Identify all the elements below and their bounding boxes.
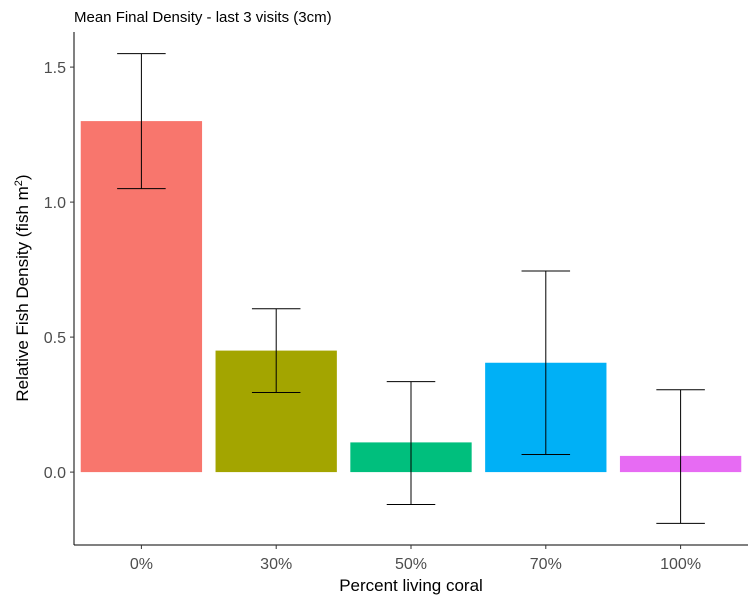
- x-axis-title: Percent living coral: [339, 576, 483, 595]
- x-axis-ticks: 0% 30% 50% 70% 100%: [130, 545, 701, 573]
- y-axis-title-superscript: 2: [13, 180, 25, 186]
- chart-title: Mean Final Density - last 3 visits (3cm): [74, 9, 332, 26]
- error-bar-1: [117, 53, 166, 190]
- y-tick-label: 1.5: [44, 60, 66, 77]
- error-bar-3: [386, 381, 436, 505]
- y-tick-label: 0.5: [44, 330, 66, 347]
- x-tick-label: 50%: [395, 556, 427, 573]
- y-tick-label: 0.0: [44, 465, 66, 482]
- y-axis-title: Relative Fish Density (fish m2): [13, 174, 32, 401]
- plot-area: [80, 53, 742, 524]
- x-tick-label: 100%: [660, 556, 701, 573]
- x-tick-label: 0%: [130, 556, 153, 573]
- error-bar-5: [656, 389, 705, 524]
- x-tick-label: 70%: [530, 556, 562, 573]
- error-bar-2: [251, 308, 301, 393]
- y-axis-title-end: ): [13, 174, 32, 180]
- x-tick-label: 30%: [260, 556, 292, 573]
- y-axis-title-main: Relative Fish Density (fish m: [13, 186, 32, 401]
- error-bar-4: [521, 270, 571, 456]
- y-tick-label: 1.0: [44, 195, 66, 212]
- y-axis-ticks: 0.0 0.5 1.0 1.5: [44, 60, 74, 482]
